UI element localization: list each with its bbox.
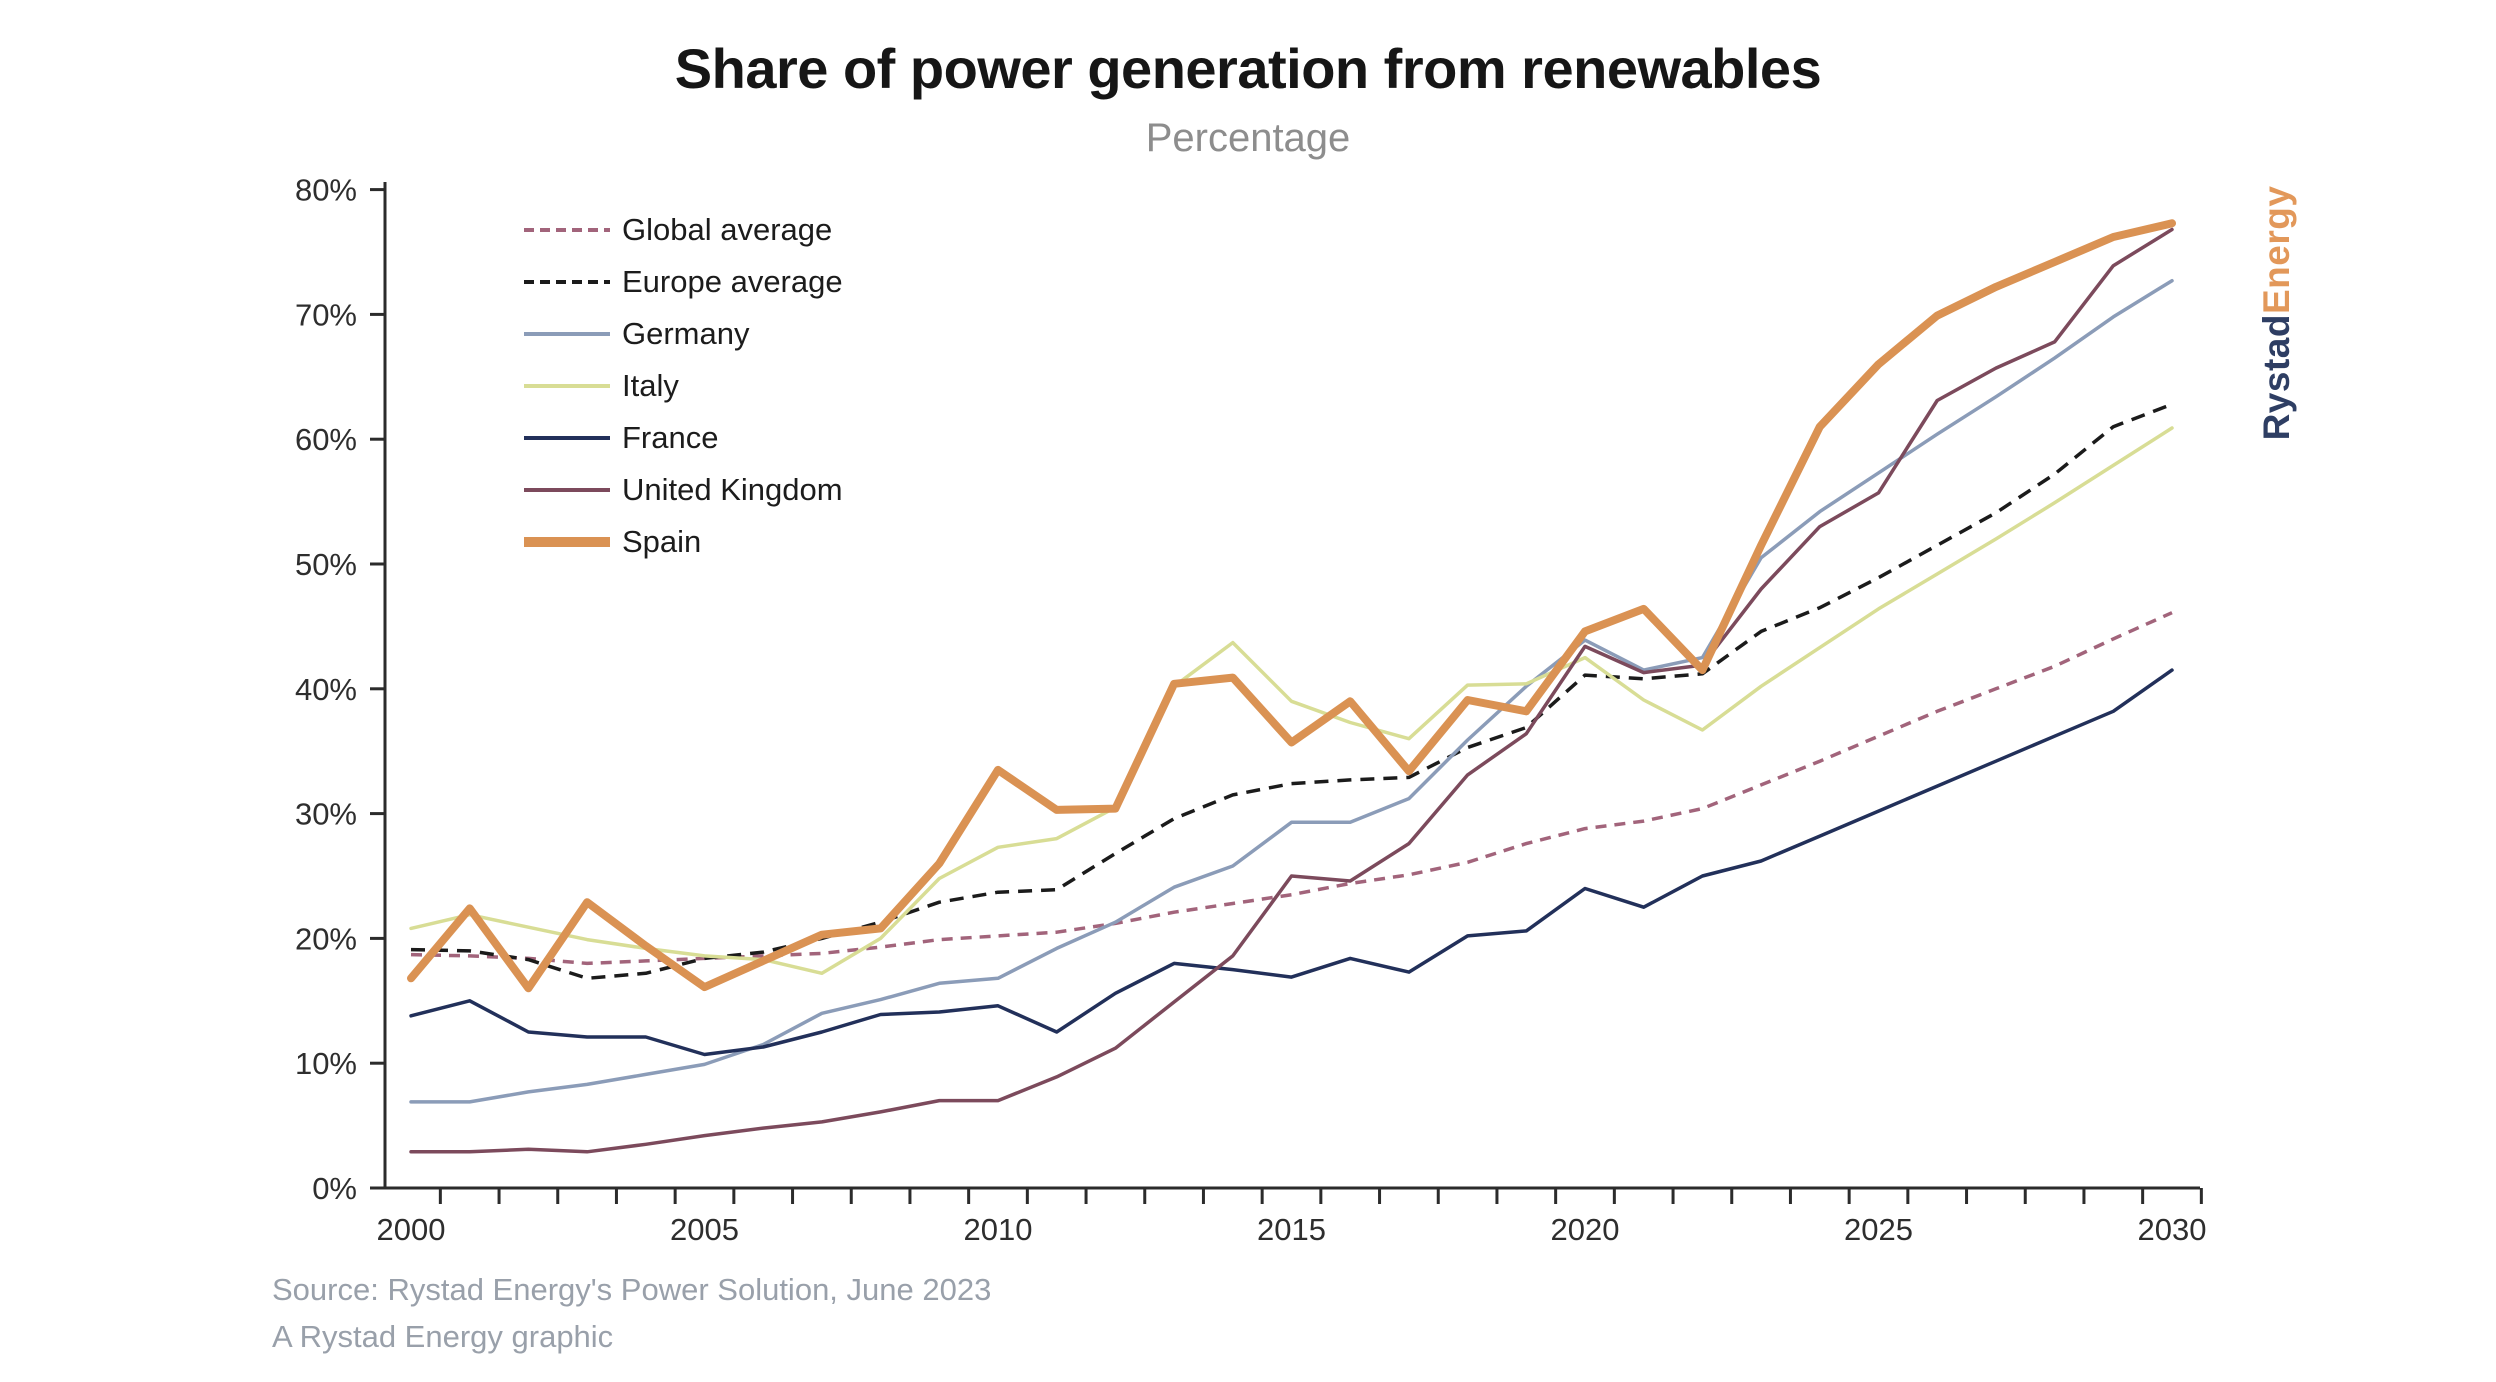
legend-item-global-average: Global average <box>522 204 843 256</box>
legend-item-germany: Germany <box>522 308 843 360</box>
y-axis-label: 0% <box>312 1171 357 1206</box>
legend-swatch-spain <box>524 537 610 547</box>
x-axis-label: 2005 <box>670 1212 739 1247</box>
x-axis-label: 2015 <box>1257 1212 1326 1247</box>
legend-label-europe-average: Europe average <box>622 264 843 299</box>
y-axis-label: 20% <box>295 921 357 956</box>
y-axis-label: 50% <box>295 547 357 582</box>
logo-rystad-text: Rystad <box>2256 314 2297 441</box>
legend-item-spain: Spain <box>522 516 843 568</box>
legend-item-france: France <box>522 412 843 464</box>
logo-energy-text: Energy <box>2256 185 2297 315</box>
legend-swatch-global-average <box>524 228 610 232</box>
y-axis-label: 10% <box>295 1046 357 1081</box>
legend-label-united-kingdom: United Kingdom <box>622 472 843 507</box>
series-line-france <box>409 668 2174 1057</box>
legend-label-spain: Spain <box>622 524 702 559</box>
chart-title: Share of power generation from renewable… <box>674 37 1822 100</box>
x-axis-label: 2020 <box>1551 1212 1620 1247</box>
source-line: Source: Rystad Energy's Power Solution, … <box>272 1272 992 1307</box>
y-axis-label: 70% <box>295 297 357 332</box>
legend-item-italy: Italy <box>522 360 843 412</box>
legend-swatch-italy <box>524 384 610 388</box>
y-axis-label: 80% <box>295 173 357 208</box>
chart-subtitle: Percentage <box>1145 116 1351 160</box>
legend-swatch-united-kingdom <box>524 488 610 492</box>
x-axis-label: 2000 <box>377 1212 446 1247</box>
legend: Global average Europe average Germany Italy… <box>522 204 843 568</box>
series-line-germany <box>409 278 2174 1104</box>
legend-label-germany: Germany <box>622 316 750 351</box>
rystad-energy-logo: RystadEnergy <box>2256 186 2298 441</box>
legend-label-france: France <box>622 420 719 455</box>
y-axis-label: 60% <box>295 422 357 457</box>
legend-label-italy: Italy <box>622 368 679 403</box>
series-line-europe-average <box>410 402 2173 981</box>
credit-line: A Rystad Energy graphic <box>272 1319 614 1354</box>
source-note: Source: Rystad Energy's Power Solution, … <box>272 1266 991 1360</box>
y-axis-label: 30% <box>295 797 357 832</box>
x-axis-label: 2010 <box>964 1212 1033 1247</box>
legend-item-europe-average: Europe average <box>522 256 843 308</box>
series-line-italy <box>409 426 2174 976</box>
series-line-united-kingdom <box>409 227 2174 1154</box>
x-axis-label: 2025 <box>1844 1212 1913 1247</box>
series-line-global-average <box>410 611 2173 966</box>
legend-swatch-europe-average <box>524 280 610 284</box>
legend-item-united-kingdom: United Kingdom <box>522 464 843 516</box>
x-axis-label: 2030 <box>2138 1212 2207 1247</box>
legend-label-global-average: Global average <box>622 212 833 247</box>
legend-swatch-france <box>524 436 610 440</box>
legend-swatch-germany <box>524 332 610 336</box>
y-axis-label: 40% <box>295 672 357 707</box>
series-line-spain <box>407 219 2176 993</box>
